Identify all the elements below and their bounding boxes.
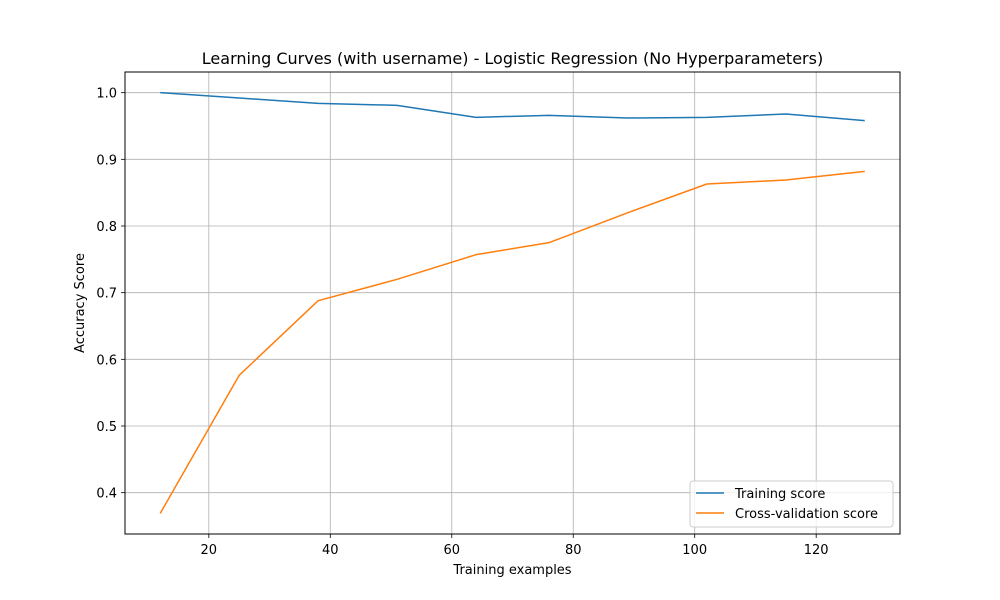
cross-validation-score-line bbox=[159, 170, 865, 514]
y-tick-label: 0.8 bbox=[96, 220, 117, 235]
y-tick-label: 0.5 bbox=[96, 420, 117, 435]
x-tick-label: 20 bbox=[201, 543, 218, 558]
x-tick-label: 60 bbox=[443, 543, 460, 558]
legend-box bbox=[689, 480, 894, 528]
x-axis-label: Training examples bbox=[452, 563, 571, 578]
y-tick-label: 0.9 bbox=[96, 153, 117, 168]
x-tick-label: 120 bbox=[804, 543, 829, 558]
plot-frame bbox=[124, 71, 901, 535]
legend-label-cross-validation: Cross-validation score bbox=[735, 507, 878, 522]
x-tick-label: 80 bbox=[565, 543, 582, 558]
series-lines bbox=[159, 91, 865, 514]
chart-title: Learning Curves (with username) - Logist… bbox=[202, 49, 823, 68]
x-tick-label: 40 bbox=[322, 543, 339, 558]
training-score-line bbox=[160, 91, 865, 122]
axis-ticks: 20 40 60 80 100 120 0.4 0.5 0.6 0.7 0.8 0.9 1.0 bbox=[96, 87, 828, 558]
x-tick-label: 100 bbox=[682, 543, 707, 558]
legend: Training score Cross-validation score bbox=[689, 480, 894, 528]
y-tick-label: 0.6 bbox=[96, 353, 117, 368]
legend-label-training: Training score bbox=[734, 487, 825, 502]
y-tick-label: 0.7 bbox=[96, 287, 117, 302]
y-tick-label: 1.0 bbox=[96, 87, 117, 102]
y-axis-label: Accuracy Score bbox=[73, 253, 88, 353]
y-tick-label: 0.4 bbox=[96, 487, 117, 502]
